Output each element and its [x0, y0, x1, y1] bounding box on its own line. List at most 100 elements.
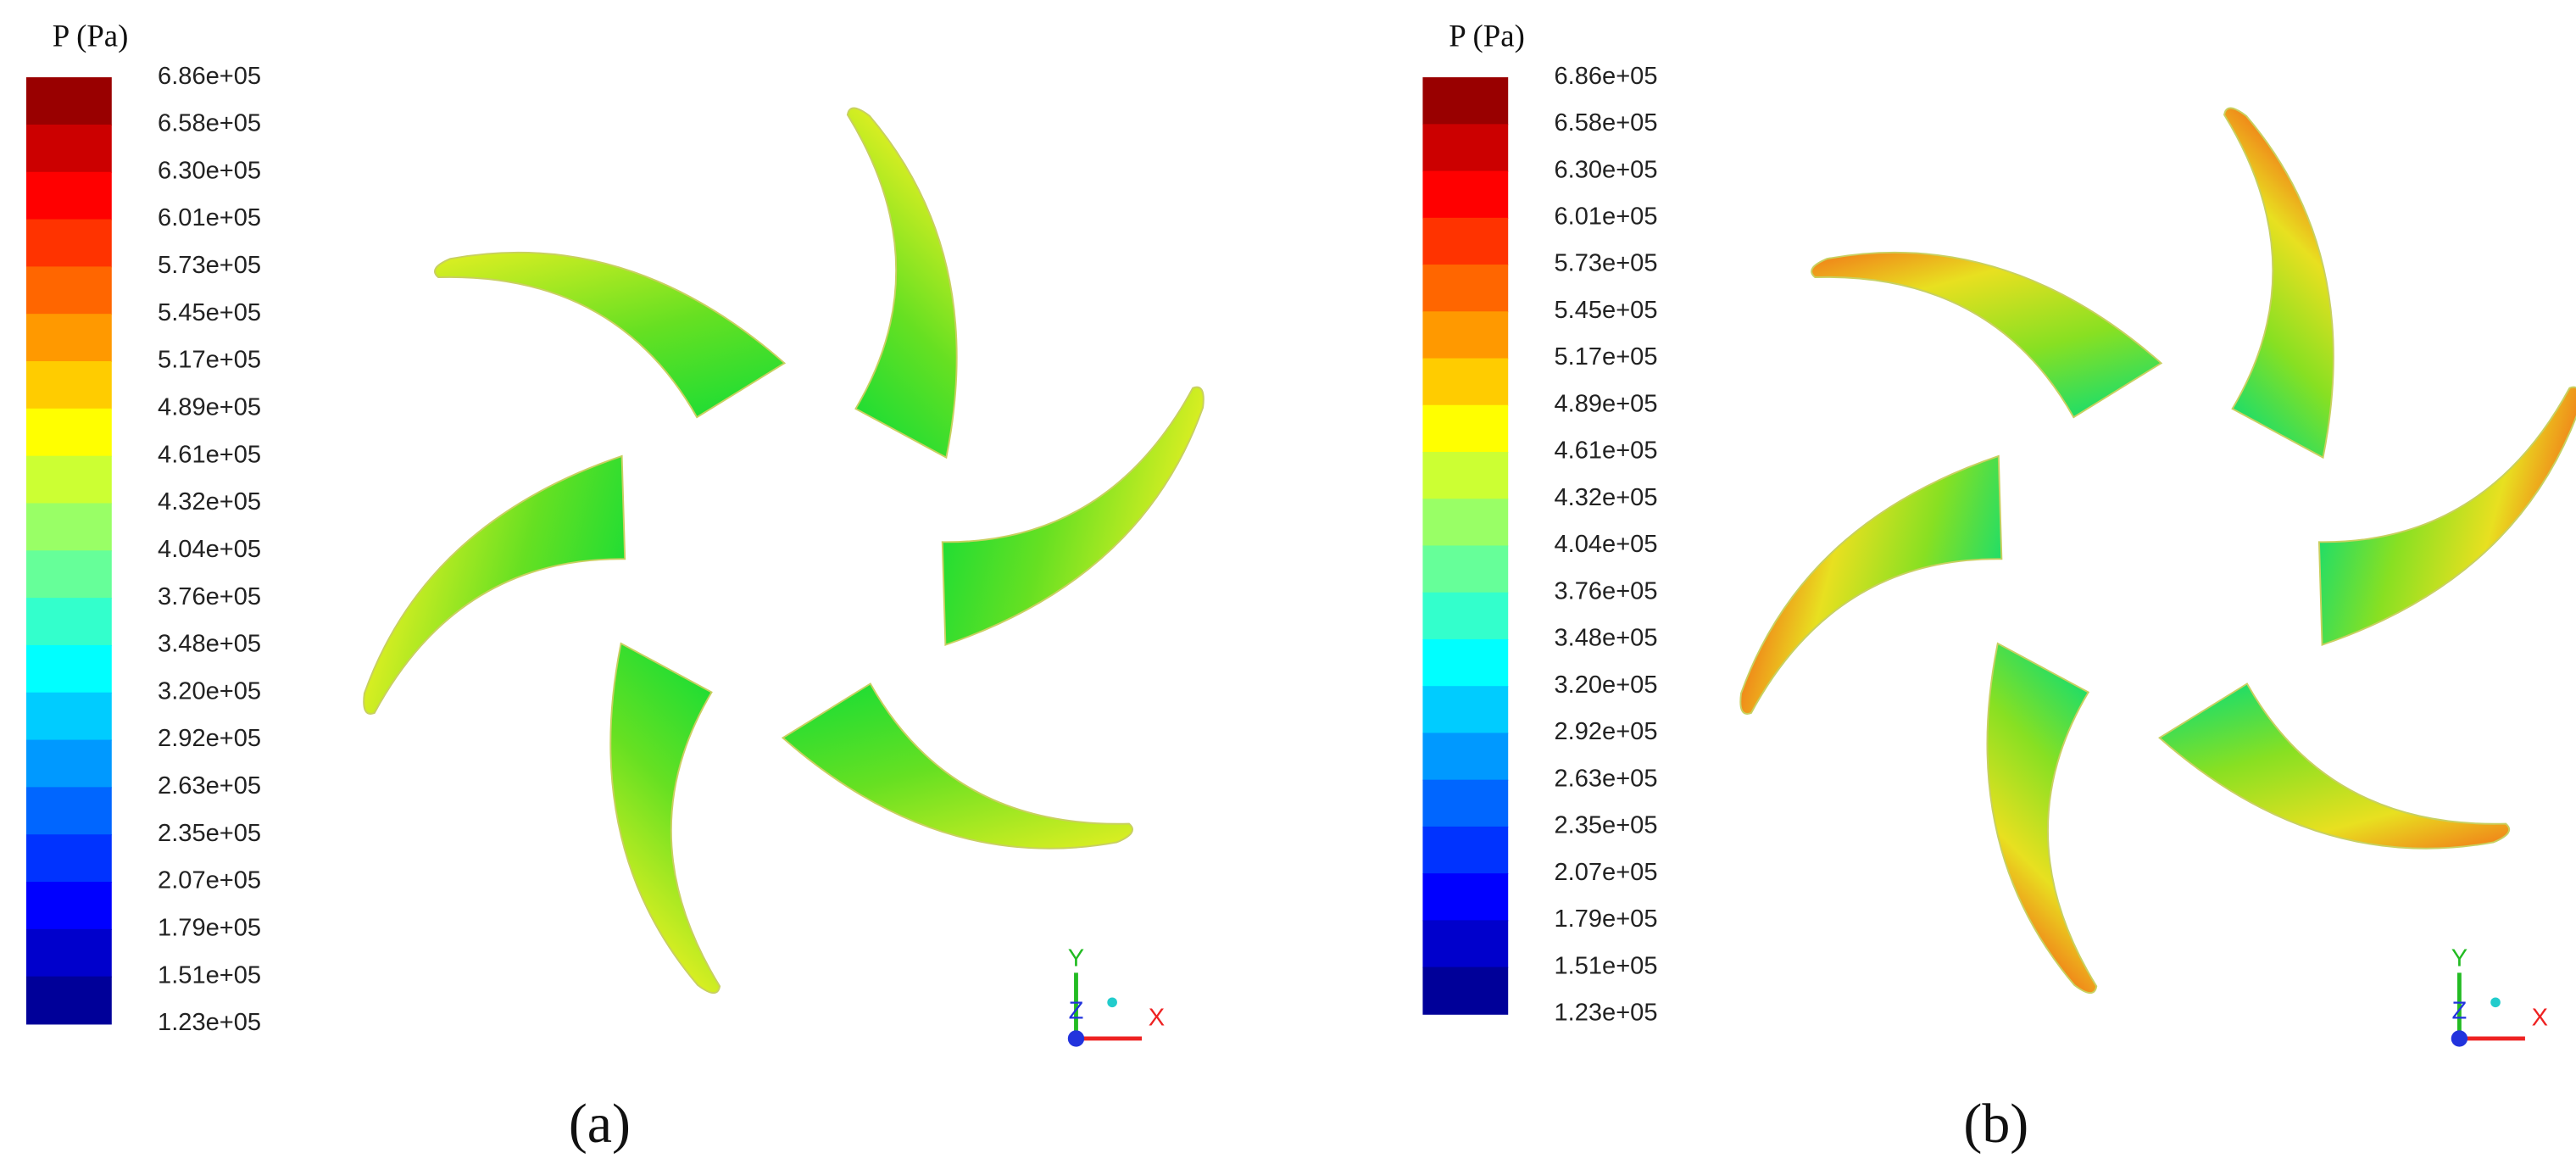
colorbar-label: 2.35e+05 — [158, 820, 261, 847]
impeller — [1735, 102, 2576, 1000]
colorbar-band — [1422, 779, 1509, 827]
blade — [2292, 332, 2576, 694]
colorbar-label: 2.92e+05 — [158, 725, 261, 752]
colorbar-label: 3.76e+05 — [158, 583, 261, 610]
colorbar-band — [26, 408, 112, 457]
blade — [359, 406, 652, 768]
colorbar-label: 4.61e+05 — [1554, 437, 1657, 465]
colorbar-label: 3.20e+05 — [158, 677, 261, 705]
colorbar-band — [1422, 77, 1509, 125]
colorbar-label: 4.89e+05 — [158, 394, 261, 421]
colorbar-band — [26, 77, 112, 125]
colorbar-band — [26, 266, 112, 315]
colorbar-label: 3.76e+05 — [1554, 577, 1657, 604]
colorbar-label: 1.23e+05 — [1554, 1000, 1657, 1027]
colorbar-label: 2.07e+05 — [158, 867, 261, 894]
colorbar-band — [26, 928, 112, 978]
colorbar-label: 2.92e+05 — [1554, 718, 1657, 745]
colorbar-band — [1422, 920, 1509, 968]
colorbar-label: 5.17e+05 — [1554, 343, 1657, 370]
colorbar-label: 6.86e+05 — [158, 63, 261, 90]
blade — [915, 332, 1209, 694]
colorbar-label: 6.86e+05 — [1554, 63, 1657, 90]
colorbar-label: 6.30e+05 — [158, 157, 261, 184]
colorbar-label: 2.07e+05 — [1554, 859, 1657, 886]
colorbar-label: 4.04e+05 — [158, 536, 261, 563]
colorbar-band — [1422, 545, 1509, 593]
colorbar-band — [1422, 638, 1509, 688]
marker-dot — [1107, 997, 1117, 1008]
axis-z-dot — [2451, 1030, 2468, 1047]
colorbar-label: 2.35e+05 — [1554, 812, 1657, 839]
colorbar-band — [1422, 967, 1509, 1015]
colorbar-band — [1422, 311, 1509, 359]
colorbar-band — [1422, 592, 1509, 640]
colorbar-label: 4.89e+05 — [1554, 390, 1657, 417]
colorbar-label: 1.51e+05 — [158, 961, 261, 989]
impeller — [359, 102, 1209, 1000]
colorbar-band — [26, 882, 112, 930]
colorbar-label: 3.48e+05 — [158, 631, 261, 658]
blade — [2078, 102, 2456, 480]
colorbar-label: 1.51e+05 — [1554, 952, 1657, 979]
colorbar-band — [1422, 404, 1509, 453]
colorbar-band — [26, 550, 112, 599]
caption: (b) — [1963, 1093, 2028, 1155]
colorbar-band — [1422, 358, 1509, 406]
blade — [431, 181, 793, 474]
blade — [2150, 627, 2512, 920]
blade — [487, 621, 865, 1000]
colorbar-band — [1422, 452, 1509, 500]
blade — [1808, 181, 2170, 474]
colorbar-band — [1422, 265, 1509, 313]
marker-dot — [2490, 997, 2501, 1008]
colorbar-label: 3.48e+05 — [1554, 625, 1657, 652]
colorbar-label: 6.01e+05 — [158, 204, 261, 231]
colorbar-label: 4.32e+05 — [1554, 484, 1657, 511]
axis-x-label: X — [2532, 1004, 2548, 1031]
colorbar-label: 5.73e+05 — [158, 252, 261, 279]
colorbar-label: 6.30e+05 — [1554, 156, 1657, 183]
colorbar-label: 5.73e+05 — [1554, 250, 1657, 277]
axis-y-label: Y — [1068, 945, 1084, 972]
colorbar-band — [26, 644, 112, 694]
colorbar-band — [1422, 733, 1509, 781]
colorbar-band — [26, 598, 112, 646]
colorbar-band — [26, 361, 112, 410]
colorbar-band — [1422, 170, 1509, 219]
colorbar-band — [26, 455, 112, 504]
legend-title: P (Pa) — [53, 18, 129, 53]
colorbar-label: 1.79e+05 — [158, 915, 261, 942]
legend-title: P (Pa) — [1449, 18, 1525, 53]
colorbar-label: 2.63e+05 — [1554, 765, 1657, 792]
colorbar-label: 4.61e+05 — [158, 441, 261, 468]
caption: (a) — [569, 1093, 631, 1155]
colorbar-band — [26, 124, 112, 173]
colorbar-band — [26, 739, 112, 788]
colorbar-band — [26, 976, 112, 1025]
colorbar-band — [1422, 873, 1509, 922]
colorbar-band — [26, 692, 112, 741]
colorbar-band — [26, 503, 112, 552]
colorbar-label: 6.58e+05 — [1554, 109, 1657, 136]
colorbar-band — [26, 219, 112, 268]
colorbar-label: 4.32e+05 — [158, 488, 261, 515]
colorbar-label: 3.20e+05 — [1554, 671, 1657, 699]
colorbar-band — [1422, 826, 1509, 875]
blade — [1735, 406, 2028, 768]
colorbar-label: 2.63e+05 — [158, 772, 261, 800]
axis-x-label: X — [1149, 1004, 1165, 1031]
colorbar-band — [26, 171, 112, 220]
colorbar-label: 1.23e+05 — [158, 1009, 261, 1036]
axis-y-label: Y — [2451, 945, 2468, 972]
axis-z-label: Z — [2452, 998, 2468, 1025]
colorbar-label: 6.01e+05 — [1554, 203, 1657, 230]
colorbar-band — [26, 834, 112, 883]
colorbar-band — [1422, 686, 1509, 734]
colorbar-label: 5.17e+05 — [158, 347, 261, 374]
blade — [1864, 621, 2242, 1000]
colorbar-label: 6.58e+05 — [158, 110, 261, 137]
colorbar-label: 1.79e+05 — [1554, 905, 1657, 933]
axis-z-dot — [1067, 1030, 1085, 1047]
